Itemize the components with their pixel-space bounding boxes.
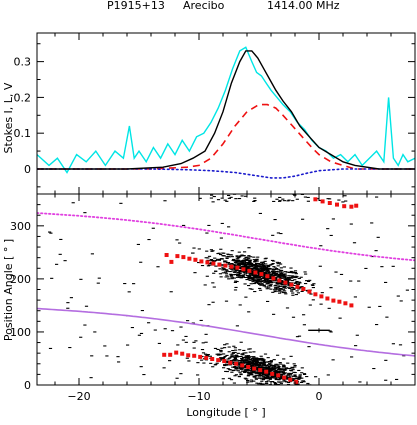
profile-panel: 0 0.1 0.2 0.3 Stokes I, L, V bbox=[2, 32, 416, 195]
pa-point bbox=[186, 353, 191, 358]
pa-point bbox=[319, 294, 324, 299]
pa-point bbox=[282, 375, 287, 380]
header-pulsar: P1915+13 bbox=[107, 0, 165, 12]
pa-point bbox=[234, 361, 239, 366]
pa-point bbox=[169, 259, 174, 264]
pa-point bbox=[327, 201, 332, 205]
pa-point bbox=[180, 351, 185, 356]
pa-point bbox=[222, 359, 227, 364]
pa-point bbox=[301, 287, 306, 291]
pa-y-axis-label: Position Angle [ ° ] bbox=[2, 239, 15, 341]
pa-point bbox=[246, 365, 251, 369]
profile-y-tick-label: 0.3 bbox=[14, 56, 32, 69]
rvm-fit-curve bbox=[37, 307, 415, 357]
pa-point bbox=[283, 280, 288, 285]
profile-y-tick-label: 0.2 bbox=[14, 91, 32, 104]
pa-point bbox=[271, 276, 276, 281]
pa-point bbox=[247, 268, 252, 273]
pa-point bbox=[216, 358, 221, 363]
pa-point bbox=[349, 204, 354, 209]
pa-point bbox=[252, 366, 257, 371]
pa-point bbox=[349, 303, 354, 308]
pa-point bbox=[192, 353, 197, 358]
pa-point bbox=[253, 270, 258, 275]
pa-y-tick-label: 100 bbox=[10, 326, 31, 339]
pa-point bbox=[168, 352, 173, 357]
profile-y-tick-label: 0.1 bbox=[14, 127, 32, 140]
pa-point bbox=[205, 260, 210, 265]
header-frequency: 1414.00 MHz bbox=[267, 0, 340, 12]
profile-series-L bbox=[37, 103, 415, 170]
header-telescope: Arecibo bbox=[183, 0, 225, 12]
pa-y-tick-label: 200 bbox=[10, 273, 31, 286]
pa-point bbox=[228, 360, 233, 365]
pa-point bbox=[288, 377, 293, 382]
pa-point bbox=[174, 350, 179, 355]
pa-point bbox=[235, 265, 240, 270]
pa-point bbox=[320, 199, 325, 204]
pa-point bbox=[240, 363, 245, 368]
pa-point bbox=[199, 259, 204, 264]
pa-point bbox=[217, 262, 222, 267]
pa-point bbox=[277, 278, 282, 283]
pa-point bbox=[289, 282, 294, 287]
pa-errorbar bbox=[308, 328, 330, 333]
pa-point bbox=[223, 263, 228, 268]
pa-point bbox=[162, 352, 167, 357]
profile-plot-area bbox=[37, 46, 415, 179]
pa-point bbox=[211, 261, 216, 266]
figure-header: P1915+13 Arecibo 1414.00 MHz bbox=[107, 0, 340, 12]
pa-point bbox=[193, 257, 198, 262]
profile-ticks: 0 0.1 0.2 0.3 bbox=[14, 33, 416, 194]
pa-point bbox=[204, 355, 209, 360]
pa-point bbox=[181, 255, 186, 260]
x-axis-label: Longitude [ ° ] bbox=[186, 406, 265, 419]
profile-series-fluctuation bbox=[37, 46, 415, 174]
x-tick-label: −20 bbox=[67, 390, 90, 403]
pa-point bbox=[164, 253, 169, 257]
pa-point bbox=[229, 264, 234, 269]
pa-point bbox=[294, 379, 299, 384]
pa-point bbox=[325, 296, 330, 301]
pa-plot-area bbox=[37, 194, 415, 385]
pa-point bbox=[342, 204, 347, 209]
profile-series-V bbox=[37, 168, 415, 179]
pa-point bbox=[335, 202, 339, 207]
pa-y-tick-label: 300 bbox=[10, 220, 31, 233]
pa-point bbox=[313, 197, 318, 202]
pa-point bbox=[337, 299, 342, 304]
pa-point bbox=[307, 289, 312, 294]
pa-point bbox=[258, 368, 263, 373]
single-pulse-pa-samples bbox=[48, 194, 409, 385]
average-pa-points bbox=[162, 197, 359, 384]
profile-frame bbox=[36, 32, 416, 195]
pa-point bbox=[210, 357, 215, 361]
pa-point bbox=[343, 301, 348, 306]
x-tick-label: −10 bbox=[187, 390, 210, 403]
profile-series-I bbox=[37, 50, 415, 170]
pa-point bbox=[175, 254, 180, 259]
rvm-offset-curve bbox=[37, 212, 415, 262]
pa-point bbox=[276, 373, 281, 378]
profile-y-tick-label: 0 bbox=[24, 163, 31, 176]
pa-point bbox=[354, 203, 359, 208]
pa-point bbox=[259, 272, 264, 277]
pa-point bbox=[264, 369, 269, 374]
pa-point bbox=[295, 284, 300, 289]
pa-y-tick-label: 0 bbox=[24, 379, 31, 392]
x-tick-label: 0 bbox=[316, 390, 323, 403]
pa-point bbox=[198, 354, 203, 359]
pa-ticks: 0 100 200 300 −20 −10 0 bbox=[10, 193, 416, 403]
pa-point bbox=[270, 371, 275, 376]
pa-point bbox=[313, 292, 318, 297]
pa-point bbox=[241, 267, 246, 272]
profile-y-axis-label: Stokes I, L, V bbox=[2, 82, 15, 153]
pa-point bbox=[331, 298, 336, 303]
pa-point bbox=[265, 274, 270, 279]
pa-point bbox=[187, 256, 192, 261]
position-angle-panel: 0 100 200 300 −20 −10 0 Position Angle [ ° ] L… bbox=[2, 193, 416, 419]
